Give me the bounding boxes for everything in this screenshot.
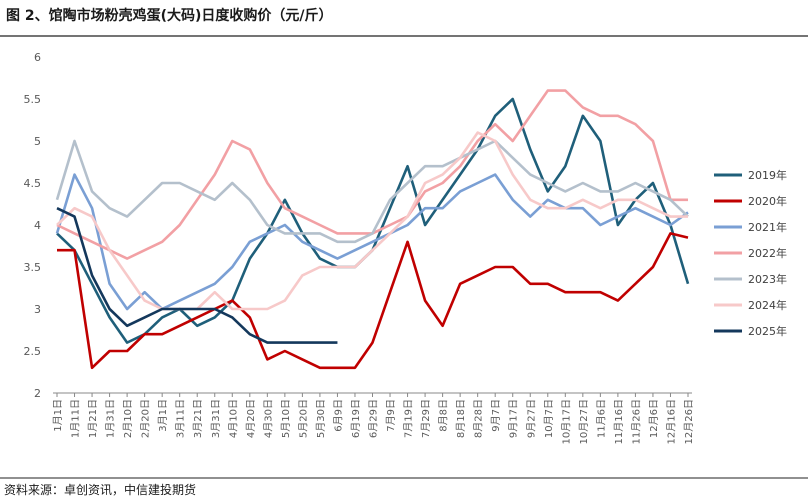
series-line <box>56 97 690 344</box>
x-tick-label: 7月19日 <box>403 399 415 438</box>
x-tick-label: 11月26日 <box>630 399 642 444</box>
y-tick-label: 3 <box>34 303 41 316</box>
x-tick-label: 8月18日 <box>455 399 467 438</box>
x-tick-label: 12月6日 <box>648 399 660 438</box>
y-tick-label: 2.5 <box>24 345 42 358</box>
x-tick-label: 3月21日 <box>192 399 204 438</box>
x-tick-label: 11月16日 <box>613 399 625 444</box>
legend-label: 2024年 <box>748 298 787 312</box>
chart-title: 图 2、馆陶市场粉壳鸡蛋(大码)日度收购价（元/斤） <box>6 7 333 24</box>
series-line <box>57 232 689 370</box>
x-tick-label: 4月20日 <box>245 399 257 438</box>
y-tick-label: 5.5 <box>24 93 42 106</box>
x-tick-label: 1月21日 <box>87 399 99 438</box>
y-tick-label: 4 <box>34 219 41 232</box>
x-tick-label: 8月28日 <box>473 399 485 438</box>
x-tick-label: 4月10日 <box>227 399 239 438</box>
x-tick-label: 1月31日 <box>105 399 117 438</box>
x-tick-label: 8月8日 <box>438 399 450 432</box>
x-tick-label: 2月20日 <box>140 399 152 438</box>
x-tick-label: 7月9日 <box>385 399 397 432</box>
y-tick-label: 2 <box>34 387 41 400</box>
series-line <box>56 207 338 344</box>
x-tick-label: 2月10日 <box>122 399 134 438</box>
x-tick-label: 5月30日 <box>315 399 327 438</box>
x-tick-label: 10月17日 <box>560 399 572 444</box>
x-tick-label: 9月17日 <box>508 399 520 438</box>
x-tick-label: 4月30日 <box>262 399 274 438</box>
y-tick-label: 6 <box>34 51 41 64</box>
legend-label: 2020年 <box>748 194 787 208</box>
series-line <box>56 131 688 311</box>
legend-label: 2023年 <box>748 272 787 286</box>
x-tick-label: 1月11日 <box>70 399 82 438</box>
x-tick-label: 7月29日 <box>420 399 432 438</box>
legend-label: 2021年 <box>748 220 787 234</box>
x-tick-label: 3月11日 <box>175 399 187 438</box>
x-tick-label: 10月27日 <box>578 399 590 444</box>
x-tick-label: 11月6日 <box>595 399 607 438</box>
x-tick-label: 12月26日 <box>683 399 695 444</box>
x-tick-label: 5月20日 <box>297 399 309 438</box>
y-tick-label: 5 <box>34 135 41 148</box>
x-tick-label: 9月7日 <box>490 399 502 432</box>
legend-label: 2019年 <box>748 168 787 182</box>
y-tick-label: 4.5 <box>24 177 42 190</box>
series-line <box>55 139 689 244</box>
legend-label: 2022年 <box>748 246 787 260</box>
x-tick-label: 10月7日 <box>543 399 555 438</box>
x-tick-label: 3月31日 <box>210 399 222 438</box>
x-tick-label: 6月29日 <box>368 399 380 438</box>
x-tick-label: 6月19日 <box>350 399 362 438</box>
x-tick-label: 9月27日 <box>525 399 537 438</box>
y-tick-label: 3.5 <box>24 261 42 274</box>
source-note: 资料来源：卓创资讯，中信建投期货 <box>4 482 196 497</box>
x-tick-label: 1月1日 <box>52 399 64 432</box>
legend-label: 2025年 <box>748 324 787 338</box>
x-tick-label: 6月9日 <box>332 399 344 432</box>
x-tick-label: 3月1日 <box>157 399 169 432</box>
x-tick-label: 12月16日 <box>665 399 677 444</box>
x-tick-label: 5月10日 <box>280 399 292 438</box>
